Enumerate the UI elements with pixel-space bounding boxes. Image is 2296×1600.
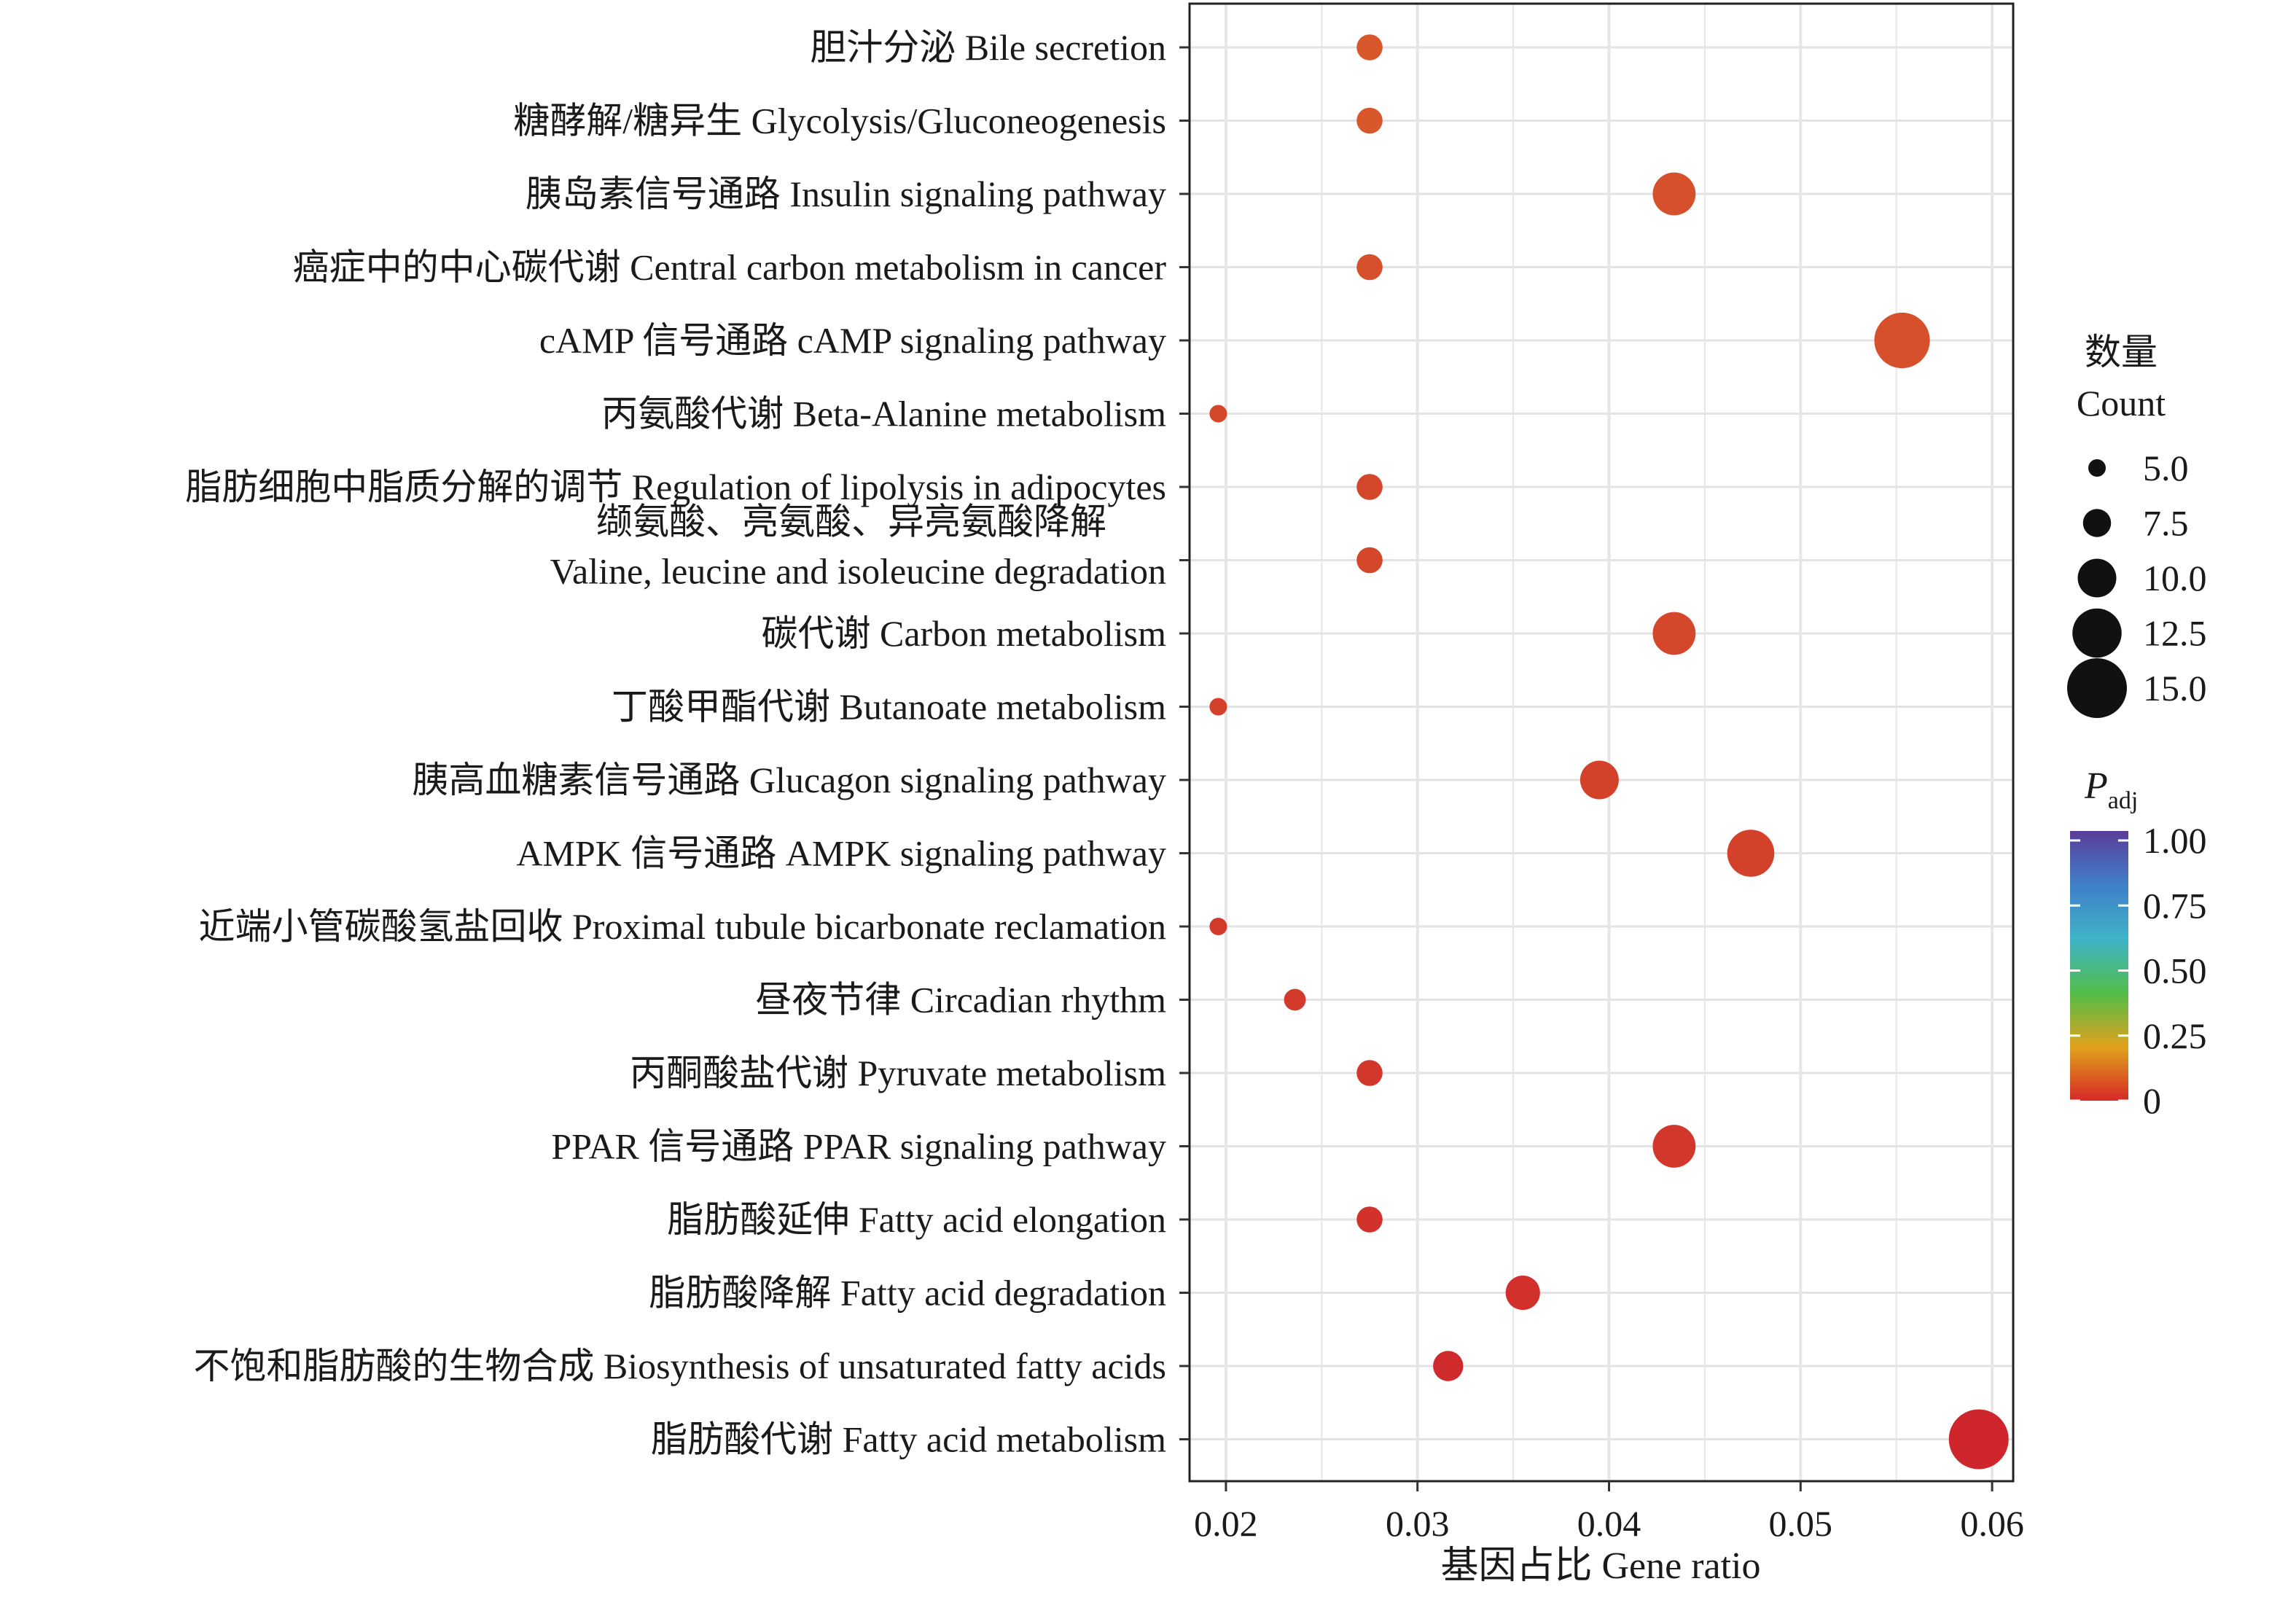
y-tick-label: 糖酵解/糖异生 Glycolysis/Gluconeogenesis [513, 101, 1166, 141]
y-tick-label: 脂肪酸降解 Fatty acid degradation [649, 1273, 1166, 1314]
data-point [1356, 474, 1383, 500]
y-tick-label: 癌症中的中心碳代谢 Central carbon metabolism in c… [293, 247, 1167, 288]
y-tick-label: 脂肪细胞中脂质分解的调节 Regulation of lipolysis in … [185, 467, 1166, 507]
color-legend-title-main: P [2084, 765, 2108, 807]
y-tick-label: 胰高血糖素信号通路 Glucagon signaling pathway [412, 760, 1166, 800]
size-legend-dot [2082, 509, 2112, 537]
data-point [1727, 830, 1775, 877]
size-legend-label: 15.0 [2143, 668, 2207, 709]
x-axis: 0.02 0.03 0.04 0.05 0.06 [1194, 1481, 2024, 1544]
size-legend: 5.0 7.5 10.0 12.5 15.0 [2067, 448, 2207, 718]
color-legend-label: 0 [2143, 1080, 2161, 1121]
data-point [1652, 172, 1696, 216]
x-tick-label: 0.05 [1769, 1503, 1833, 1544]
data-point [1356, 547, 1383, 574]
x-tick-label: 0.02 [1194, 1503, 1258, 1544]
points-layer [1209, 34, 2009, 1470]
y-tick-label: 碳代谢 Carbon metabolism [762, 613, 1167, 654]
color-legend-ticks: 1.00 0.75 0.50 0.25 0 [2070, 820, 2207, 1121]
color-legend-title-sub: adj [2108, 787, 2139, 814]
data-point [1356, 254, 1383, 281]
data-point [1580, 760, 1619, 800]
size-legend-dot [2077, 558, 2117, 598]
size-legend-dot [2067, 658, 2127, 718]
size-legend-title-zh: 数量 [2085, 332, 2158, 372]
size-legend-dot [2088, 459, 2106, 477]
plot-panel-border [1188, 2, 2015, 1483]
size-legend-title-en: Count [2077, 383, 2166, 424]
y-tick-label: 丁酸甲酯代谢 Butanoate metabolism [612, 687, 1166, 727]
grid-layer [1190, 4, 2013, 1481]
y-tick-label: 胰岛素信号通路 Insulin signaling pathway [526, 173, 1166, 214]
size-legend-label: 12.5 [2143, 613, 2207, 654]
data-point [1209, 405, 1227, 423]
color-legend-label: 1.00 [2143, 820, 2207, 861]
data-point [1505, 1275, 1540, 1311]
x-tick-label: 0.03 [1386, 1503, 1450, 1544]
data-point [1433, 1351, 1464, 1381]
color-legend-label: 0.25 [2143, 1015, 2207, 1056]
y-tick-label-line: 缬氨酸、亮氨酸、异亮氨酸降解 [596, 502, 1106, 542]
size-legend-label: 5.0 [2143, 448, 2189, 488]
y-tick-label: 缬氨酸、亮氨酸、异亮氨酸降解 Valine, leucine and isoleu… [550, 502, 1166, 592]
data-point [1874, 312, 1930, 369]
size-legend-label: 7.5 [2143, 503, 2189, 544]
y-tick-label-line: Valine, leucine and isoleucine degradati… [550, 551, 1166, 592]
data-point [1652, 1125, 1696, 1168]
y-tick-label: cAMP 信号通路 cAMP signaling pathway [539, 320, 1166, 361]
data-point [1209, 918, 1227, 935]
x-axis-title: 基因占比 Gene ratio [1440, 1545, 1760, 1587]
data-point [1948, 1409, 2009, 1470]
y-tick-label: 胆汁分泌 Bile secretion [810, 27, 1166, 68]
color-legend-bar [2070, 831, 2128, 1101]
y-tick-label: 不饱和脂肪酸的生物合成 Biosynthesis of unsaturated … [193, 1346, 1166, 1386]
data-point [1284, 988, 1306, 1011]
data-point [1652, 612, 1696, 655]
color-legend-title: Padj [2084, 765, 2138, 814]
size-legend-dot [2072, 608, 2122, 658]
color-legend-label: 0.75 [2143, 885, 2207, 926]
y-axis: 胆汁分泌 Bile secretion 糖酵解/糖异生 Glycolysis/Gl… [185, 27, 1190, 1460]
data-point [1356, 107, 1383, 134]
x-tick-label: 0.06 [1960, 1503, 2024, 1544]
y-tick-label: 丙酮酸盐代谢 Pyruvate metabolism [630, 1053, 1166, 1093]
size-legend-label: 10.0 [2143, 558, 2207, 598]
legend: 数量 Count 5.0 7.5 10.0 12.5 15.0 Padj 1.00 0.7… [2067, 332, 2207, 1121]
data-point [1209, 698, 1227, 716]
data-point [1356, 34, 1383, 61]
data-point [1356, 1060, 1383, 1086]
y-tick-label: 昼夜节律 Circadian rhythm [755, 980, 1166, 1021]
data-point [1356, 1206, 1383, 1233]
y-tick-label: 近端小管碳酸氢盐回收 Proximal tubule bicarbonate r… [199, 906, 1167, 947]
y-tick-label: PPAR 信号通路 PPAR signaling pathway [551, 1126, 1166, 1167]
y-tick-label: 脂肪酸代谢 Fatty acid metabolism [651, 1419, 1166, 1460]
x-tick-label: 0.04 [1577, 1503, 1641, 1544]
y-tick-label: 脂肪酸延伸 Fatty acid elongation [667, 1199, 1166, 1240]
y-tick-label: AMPK 信号通路 AMPK signaling pathway [516, 833, 1166, 874]
color-legend-label: 0.50 [2143, 951, 2207, 991]
y-tick-label: 丙氨酸代谢 Beta-Alanine metabolism [601, 394, 1166, 434]
